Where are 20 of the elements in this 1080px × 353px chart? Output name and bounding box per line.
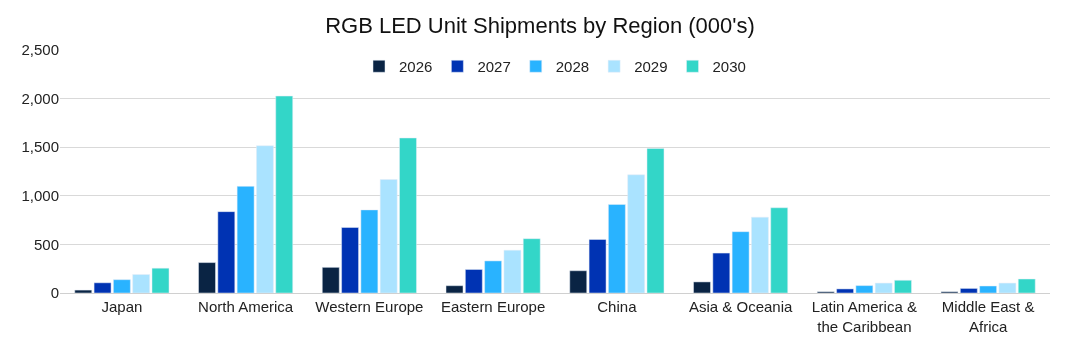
x-tick-label: Asia & Oceania [688,298,793,315]
legend-label: 2027 [477,58,511,76]
x-tick-label: Japan [101,298,143,315]
y-tick-label: 2,000 [21,89,59,107]
x-tick-label: Latin America & the Caribbean [811,298,917,335]
legend-label: 2026 [399,58,433,76]
legend-label: 2028 [555,58,590,76]
legend-label: 2030 [712,58,746,76]
y-tick-label: 500 [33,235,59,253]
y-tick-label: 0 [50,284,59,302]
x-tick-label: Middle East & Africa [941,298,1035,335]
y-tick-label: 1,000 [21,187,59,205]
x-tick-label: Western Europe [315,298,424,315]
legend-label: 2029 [634,58,668,76]
chart-title: RGB LED Unit Shipments by Region (000's) [325,13,755,39]
x-tick-label: China [597,298,638,315]
x-tick-label: Eastern Europe [441,298,546,315]
y-tick-label: 2,500 [21,41,59,59]
x-tick-label: North America [198,298,294,315]
y-tick-label: 1,500 [21,138,59,156]
